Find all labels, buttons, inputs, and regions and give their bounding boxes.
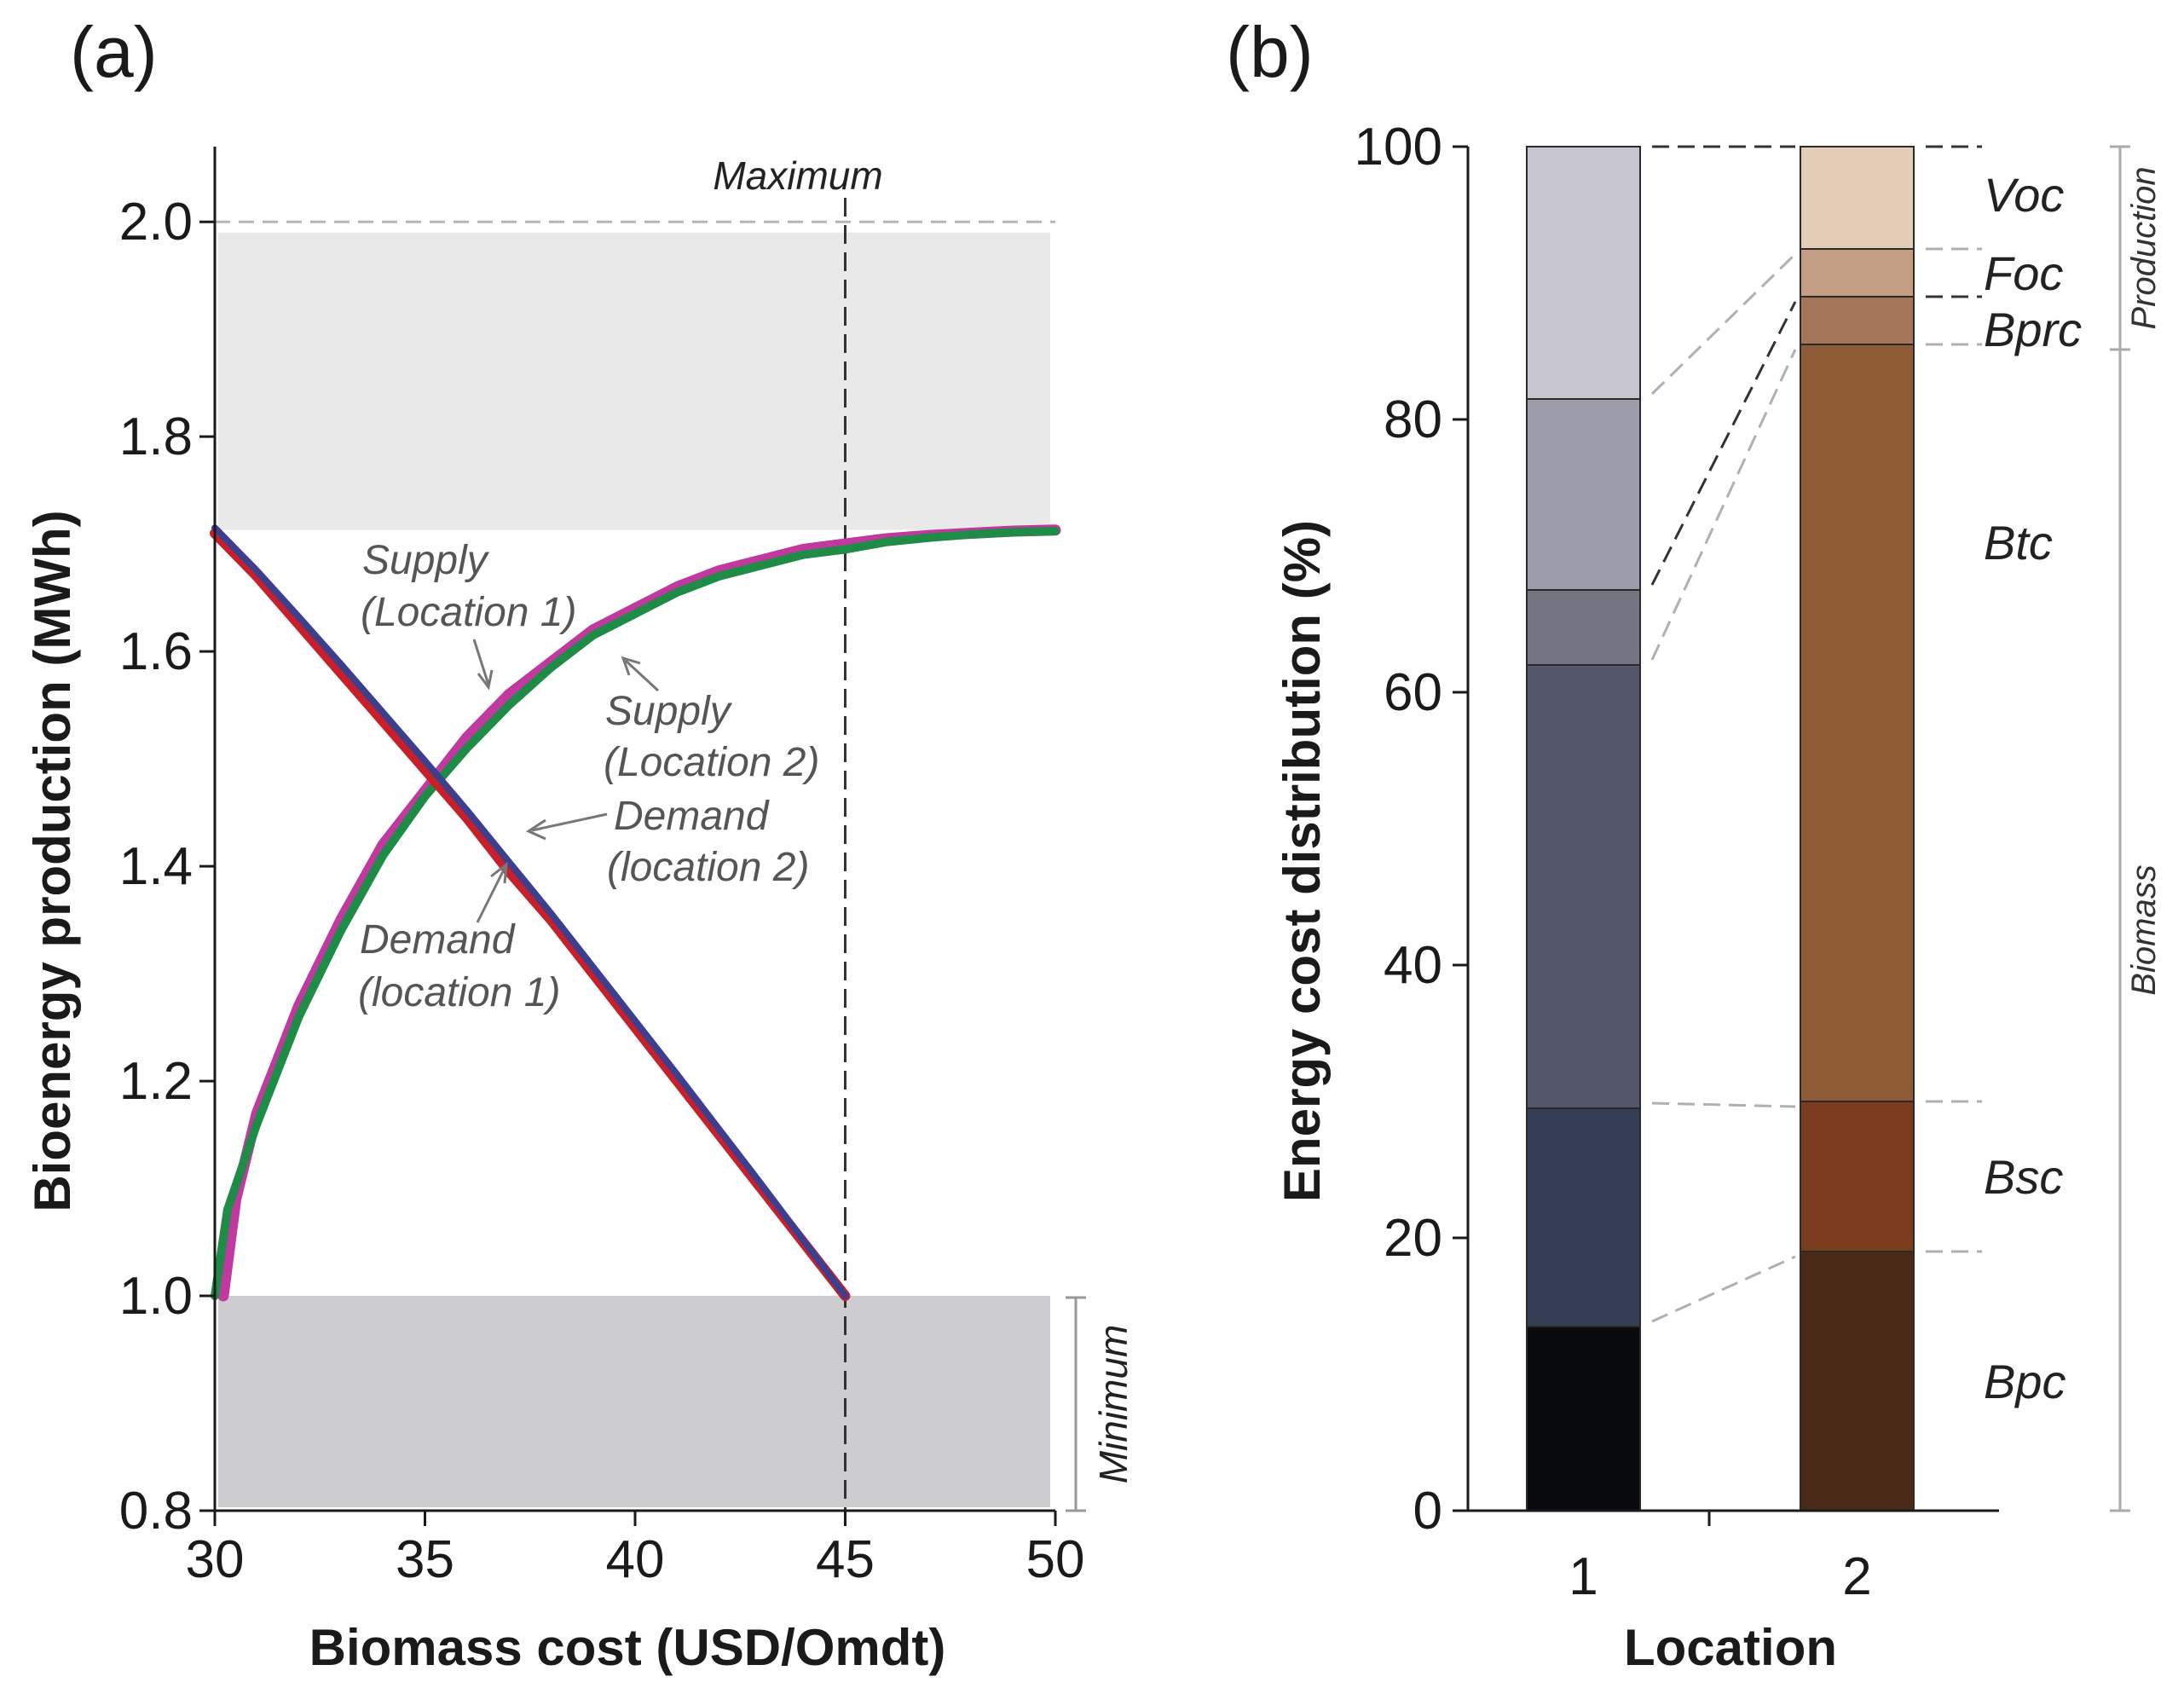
bar-1-btc [1526,664,1641,1109]
demand-loc2-label-line1: Demand [614,794,770,839]
bar-2-btc [1800,344,1915,1102]
connector-bprc [1650,301,1797,586]
demand-loc2-label-line2: (location 2) [607,845,809,890]
x-tick-label: 50 [1026,1530,1085,1589]
panel-a-series [210,524,1061,1302]
segment-label-btc: Btc [1984,516,2053,569]
x-tick-label: 30 [186,1530,245,1589]
connector-foc [1650,252,1797,396]
bar-1-bpc [1526,1326,1641,1512]
annotation-arrows [472,639,660,923]
segment-label-bpc: Bpc [1984,1355,2066,1408]
supply-loc2-label-line2: (Location 2) [604,740,819,785]
segment-label-voc: Voc [1984,168,2064,222]
panel-b-x-axis-title: Location [1624,1619,1837,1676]
connector-bpc [1651,1255,1796,1323]
bracket-lines [2110,145,2130,1512]
demand-loc1-label-line1: Demand [360,917,516,963]
shade-upper [218,232,1050,530]
production-label: Production [2125,166,2163,329]
supply-loc1-label-line2: (Location 1) [361,590,576,635]
panel-b-label: (b) [1226,12,1314,92]
y-tick-label: 0 [1413,1482,1442,1541]
demand-loc2-arrowhead [525,818,546,841]
maximum-label: Maximum [713,153,882,198]
bar-2-bprc [1800,296,1915,345]
y-tick-label: 100 [1355,118,1442,176]
y-tick-label: 1.2 [119,1052,193,1111]
bar-1-bsc [1526,1107,1641,1327]
bar-1-foc [1526,398,1641,591]
x-tick-label: 40 [606,1530,665,1589]
panel-b-bars [1526,146,1915,1512]
bar-1-voc [1526,146,1641,400]
y-tick-label: 1.8 [119,408,193,466]
supply-loc2-arrow [624,659,660,692]
series-demand-loc1 [210,528,851,1301]
panel-a-x-ticks: 30 35 40 45 50 [186,1511,1085,1589]
demand-loc1-arrow [476,867,506,923]
panel-b-y-ticks: 0 20 40 60 80 100 [1355,118,1468,1541]
minimum-label: Minimum [1091,1325,1135,1484]
x-tick-label: 1 [1569,1547,1598,1606]
panel-a-y-ticks: 0.8 1.0 1.2 1.4 1.6 1.8 2.0 [119,193,215,1541]
x-tick-label: 35 [396,1530,454,1589]
supply-loc2-arrowhead [621,656,641,676]
connector-btc [1650,349,1797,661]
x-tick-label: 2 [1842,1547,1871,1606]
y-tick-label: 20 [1384,1209,1442,1268]
demand-loc2-arrow [531,812,608,832]
supply-loc1-label-line1: Supply [362,538,490,583]
y-tick-label: 1.6 [119,622,193,681]
panel-a-shaded-regions [218,232,1050,1507]
y-tick-label: 0.8 [119,1482,193,1541]
panel-b-connectors [1650,145,1982,1323]
panel-a-label: (a) [70,12,158,92]
bar-2-foc [1800,248,1915,298]
segment-label-foc: Foc [1984,246,2063,300]
series-demand-loc2 [211,524,849,1299]
y-tick-label: 2.0 [119,193,193,251]
x-tick-label: 45 [816,1530,875,1589]
demand-loc1-label-line2: (location 1) [358,970,560,1015]
panel-a-x-axis-title: Biomass cost (USD/Omdt) [309,1619,946,1676]
supply-loc1-arrowhead [477,669,494,691]
y-tick-label: 40 [1384,936,1442,995]
series-supply-loc2 [211,527,1060,1300]
y-tick-label: 60 [1384,663,1442,722]
panel-a-y-axis-title: Bioenergy production (MWh) [24,510,81,1211]
panel-b-y-axis-title: Energy cost distribution (%) [1274,520,1331,1202]
minimum-bracket [1066,1296,1086,1512]
segment-label-bsc: Bsc [1984,1150,2063,1204]
bar-1-bprc [1526,589,1641,666]
y-tick-label: 1.4 [119,837,193,896]
bar-2-bpc [1800,1251,1915,1512]
biomass-label: Biomass [2125,864,2163,995]
bar-2-bsc [1800,1101,1915,1252]
bar-2-voc [1800,146,1915,250]
connector-bsc [1651,1101,1796,1108]
demand-loc1-arrowhead [490,861,508,884]
segment-label-bprc: Bprc [1984,303,2082,356]
supply-loc1-arrow [472,639,490,685]
supply-loc2-label-line1: Supply [605,689,733,734]
shade-minimum [218,1296,1050,1507]
y-tick-label: 1.0 [119,1267,193,1326]
y-tick-label: 80 [1384,390,1442,449]
